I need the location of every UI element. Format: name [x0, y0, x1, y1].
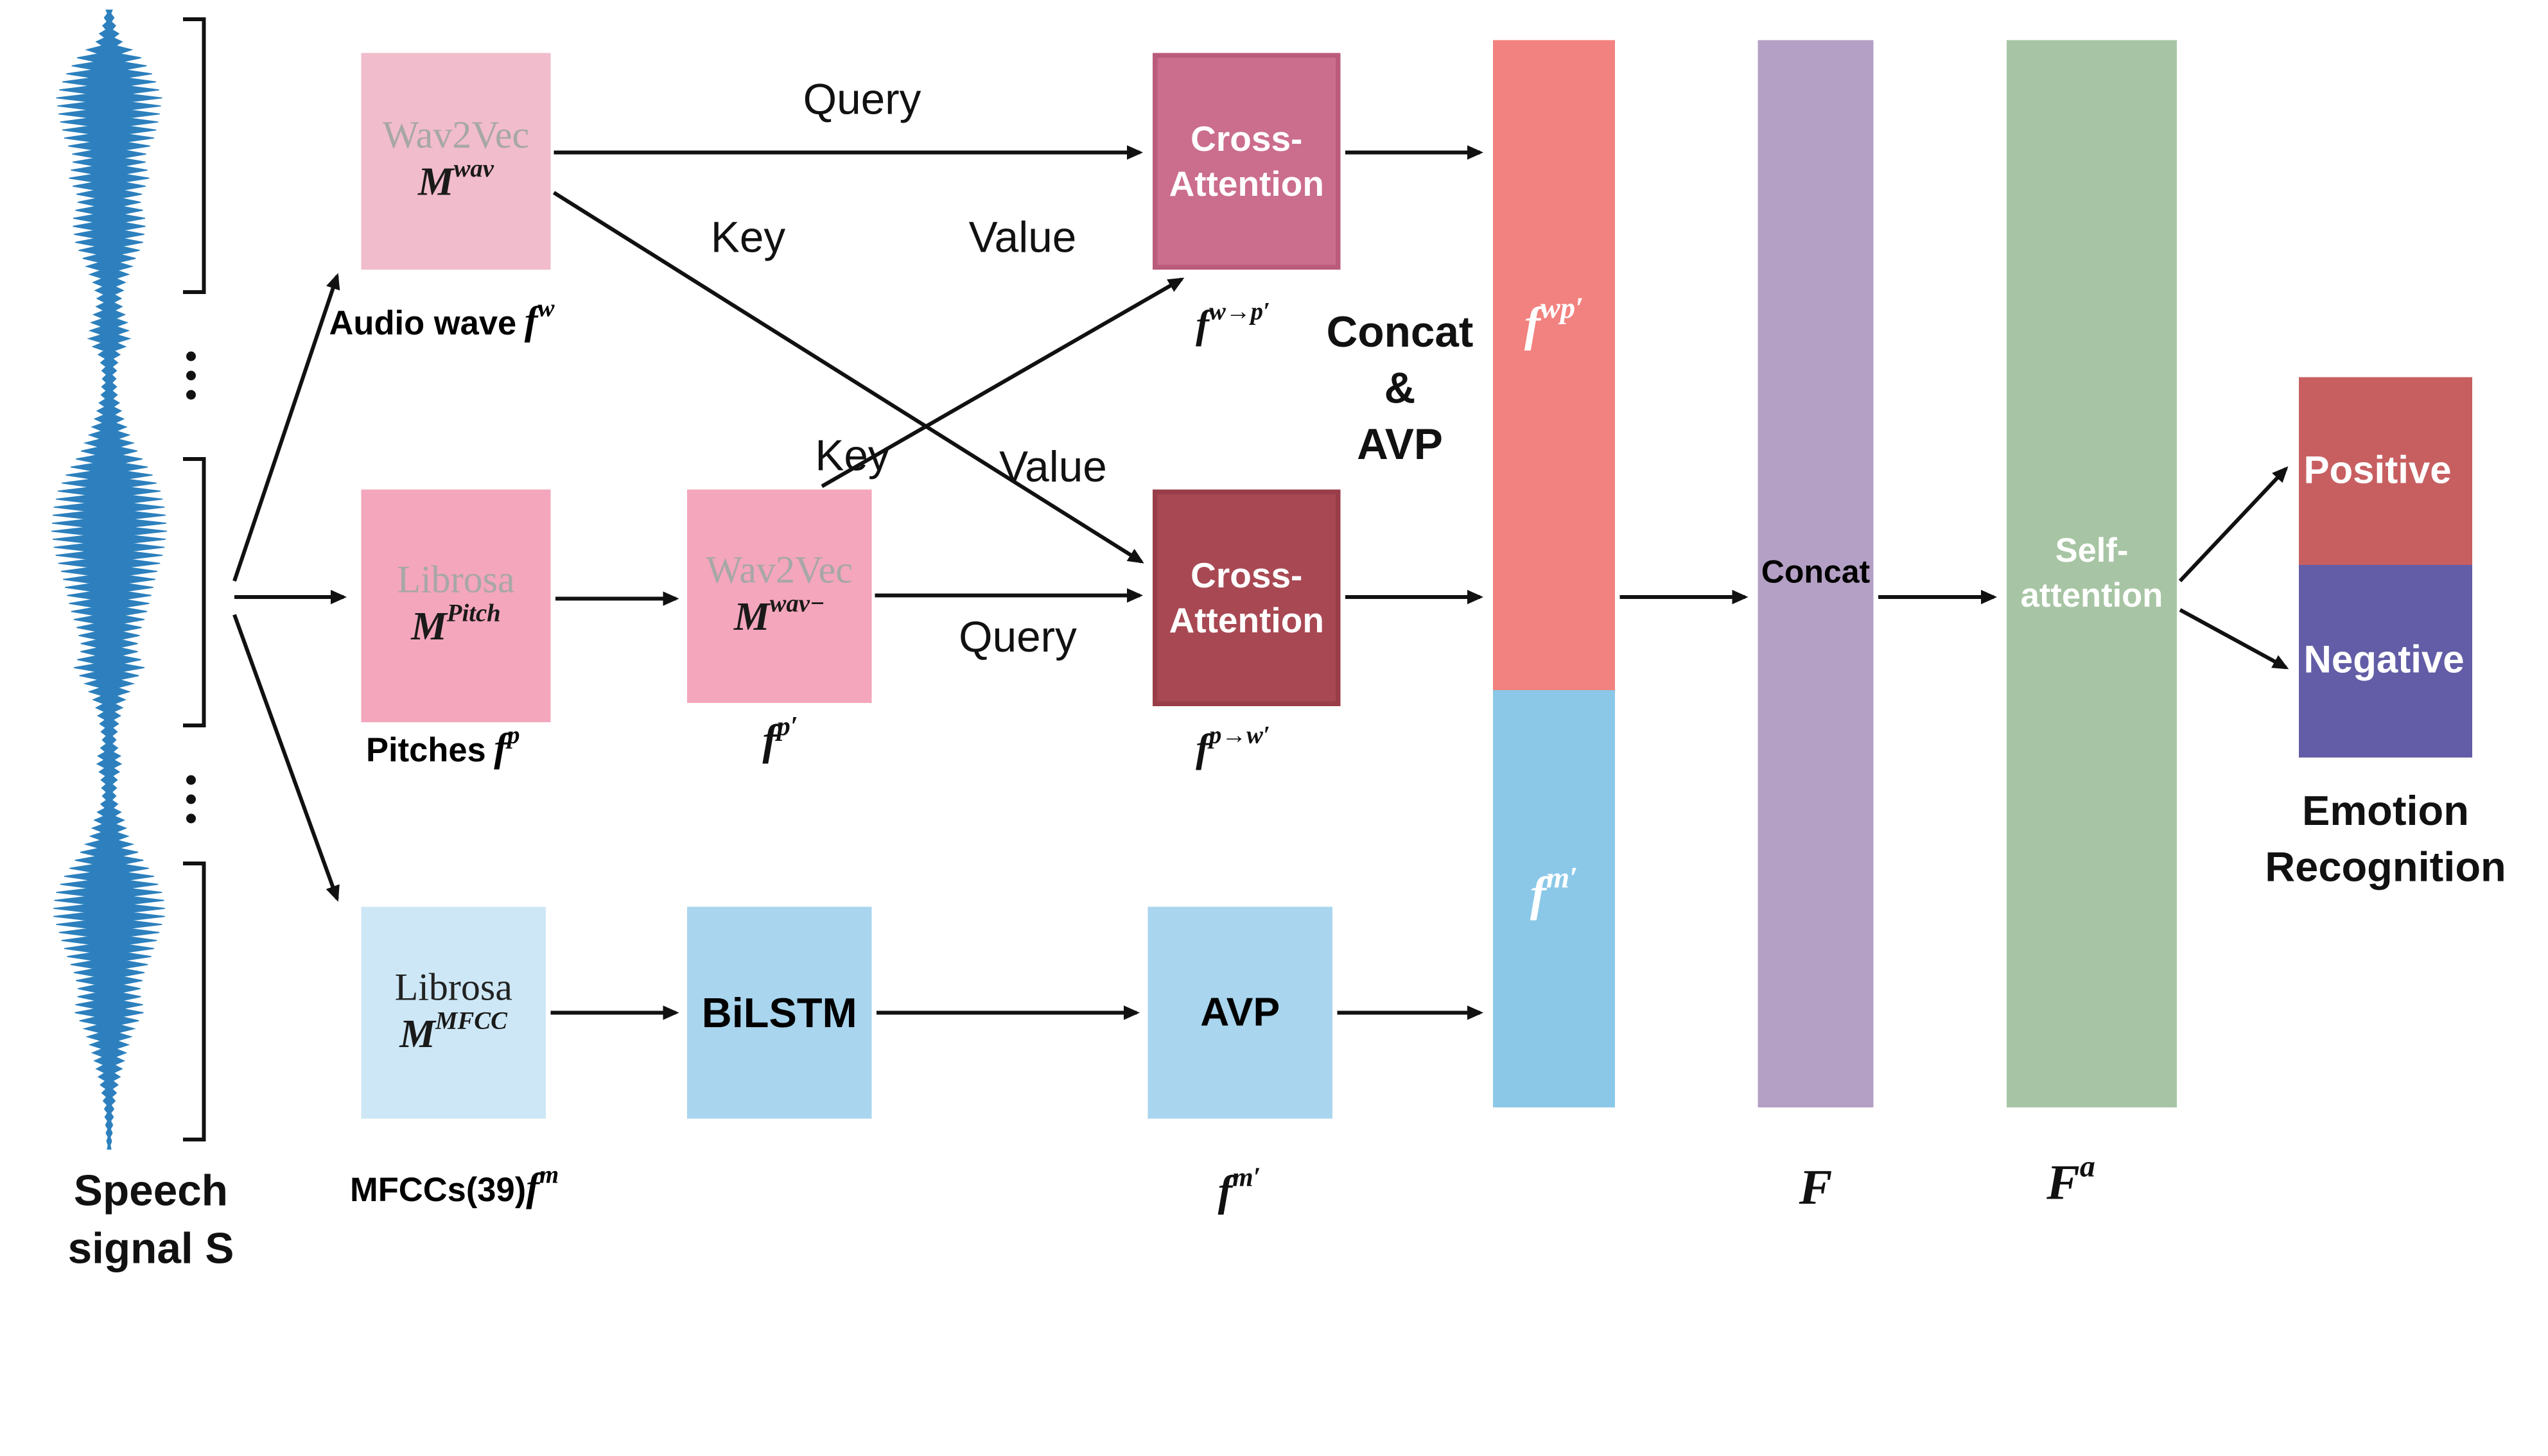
- arrow-selfattention-to-positive: [2178, 466, 2289, 583]
- value-mid-label: Value: [999, 443, 1107, 491]
- speech-waveform: [51, 10, 168, 1150]
- key-top-label: Key: [710, 213, 786, 262]
- concat-avp-label: Concat & AVP: [1326, 308, 1474, 469]
- avp-label: AVP: [1200, 989, 1280, 1035]
- key-mid-label: Key: [815, 431, 890, 480]
- positive-box: Positive: [2299, 377, 2472, 565]
- speech-signal-label: Speech signal S: [67, 1166, 234, 1274]
- cross-attention-mid-line2: Attention: [1169, 599, 1324, 640]
- bracket-top-segment: [183, 17, 206, 294]
- negative-label: Negative: [2303, 639, 2465, 682]
- self-attention-line2: attention: [2020, 576, 2163, 614]
- ellipsis-dots-lower: [186, 775, 196, 824]
- cross-attention-mid-line1: Cross-: [1191, 555, 1303, 596]
- self-attention-bar: Self- attention: [2007, 40, 2177, 1107]
- librosa-pitch-symbol: MPitch: [411, 600, 501, 650]
- concat-bar-label: Concat: [1761, 555, 1871, 591]
- cross-attention-top-line2: Attention: [1169, 162, 1324, 204]
- bilstm-label: BiLSTM: [701, 987, 857, 1036]
- cross-attention-mid-box: Cross- Attention: [1153, 489, 1341, 706]
- bracket-middle-segment: [183, 457, 206, 727]
- bilstm-box: BiLSTM: [687, 906, 872, 1119]
- value-top-label: Value: [968, 213, 1077, 262]
- f-m-prime-bottom-label: fm′: [1217, 1161, 1261, 1215]
- librosa-mfcc-name: Librosa: [394, 967, 512, 1010]
- librosa-mfcc-box: Librosa MMFCC: [361, 906, 546, 1119]
- arrow-wav-keyvalue-to-ca-mid: [552, 191, 1144, 564]
- arrow-signal-to-mfcc: [232, 614, 340, 902]
- wav2vec-mid-box: Wav2Vec Mwav−: [687, 489, 872, 703]
- avp-box: AVP: [1147, 906, 1332, 1119]
- librosa-pitch-box: Librosa MPitch: [361, 489, 551, 722]
- f-p-to-w-label: fp→w′: [1196, 722, 1270, 771]
- bracket-bottom-segment: [183, 862, 206, 1141]
- ellipsis-dots-upper: [186, 351, 196, 400]
- pitches-label: Pitches fp: [366, 722, 520, 771]
- query-top-label: Query: [803, 75, 921, 124]
- waveform-shape: [51, 10, 168, 1150]
- arrow-pitch-keyvalue-to-ca-top: [821, 277, 1185, 489]
- concat-bar: Concat: [1758, 40, 1874, 1107]
- emotion-recognition-label: Emotion Recognition: [2265, 786, 2506, 891]
- arrow-signal-to-wav: [232, 273, 340, 582]
- query-mid-label: Query: [959, 613, 1077, 661]
- f-p-prime-label: fp′: [762, 710, 798, 764]
- f-wp-prime-label: fwp′: [1524, 292, 1584, 352]
- fused-feature-bar-bottom: [1493, 690, 1615, 1107]
- arrow-selfattention-to-negative: [2179, 608, 2289, 670]
- wav2vec-mid-symbol: Mwav−: [733, 591, 825, 640]
- cross-attention-top-line1: Cross-: [1191, 119, 1303, 159]
- librosa-mfcc-symbol: MMFCC: [399, 1007, 508, 1057]
- wav2vec-top-symbol: Mwav: [417, 155, 494, 205]
- wav2vec-top-box: Wav2Vec Mwav: [361, 53, 551, 270]
- feature-Fa-label: Fa: [2046, 1150, 2095, 1210]
- mfccs-label: MFCCs(39)fm: [350, 1161, 559, 1211]
- self-attention-line1: Self-: [2055, 533, 2129, 571]
- cross-attention-top-box: Cross- Attention: [1153, 53, 1341, 270]
- negative-box: Negative: [2299, 565, 2472, 758]
- audio-wave-label: Audio wave fw: [329, 295, 555, 344]
- wav2vec-mid-name: Wav2Vec: [706, 551, 853, 593]
- wav2vec-top-name: Wav2Vec: [382, 116, 530, 158]
- f-w-to-p-label: fw→p′: [1196, 298, 1270, 347]
- fused-feature-bar: fwp′ fm′: [1493, 40, 1615, 1107]
- librosa-pitch-name: Librosa: [397, 560, 515, 603]
- feature-F-label: F: [1799, 1159, 1833, 1215]
- fused-feature-bar-top: [1493, 40, 1615, 690]
- positive-label: Positive: [2303, 448, 2452, 492]
- f-m-prime-bar-label: fm′: [1530, 862, 1578, 921]
